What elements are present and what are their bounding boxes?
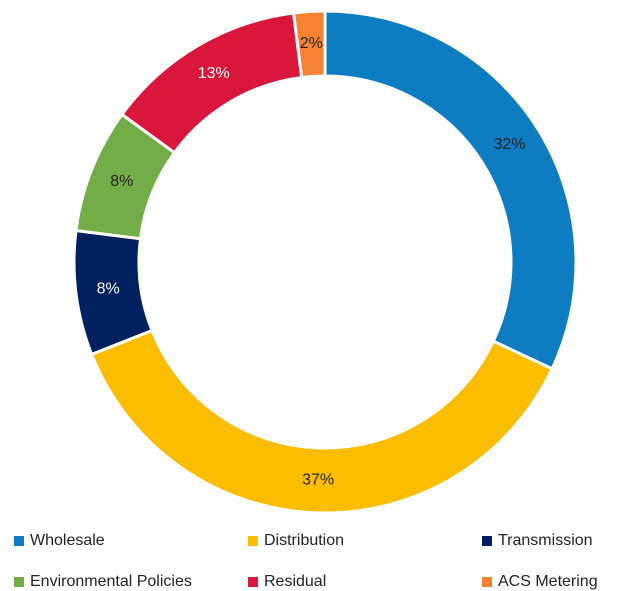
data-label: 13% — [198, 65, 230, 82]
legend-label: Wholesale — [30, 532, 105, 549]
donut-slice — [323, 9, 578, 371]
legend-label: Residual — [264, 573, 326, 590]
donut-slice — [291, 9, 327, 80]
legend-swatch — [248, 536, 258, 546]
legend-swatch — [14, 577, 24, 587]
data-label: 2% — [300, 35, 323, 52]
legend-label: Environmental Policies — [30, 573, 192, 590]
legend-swatch — [248, 577, 258, 587]
legend-label: Distribution — [264, 532, 344, 549]
donut-slice — [89, 328, 555, 515]
data-label: 37% — [302, 472, 334, 489]
donut-slice — [119, 11, 304, 155]
legend-label: ACS Metering — [498, 573, 598, 590]
legend-swatch — [14, 536, 24, 546]
legend-label: Transmission — [498, 532, 593, 549]
data-label: 8% — [110, 173, 133, 190]
data-label: 32% — [493, 136, 525, 153]
legend-swatch — [482, 536, 492, 546]
legend-swatch — [482, 577, 492, 587]
data-label: 8% — [97, 281, 120, 298]
